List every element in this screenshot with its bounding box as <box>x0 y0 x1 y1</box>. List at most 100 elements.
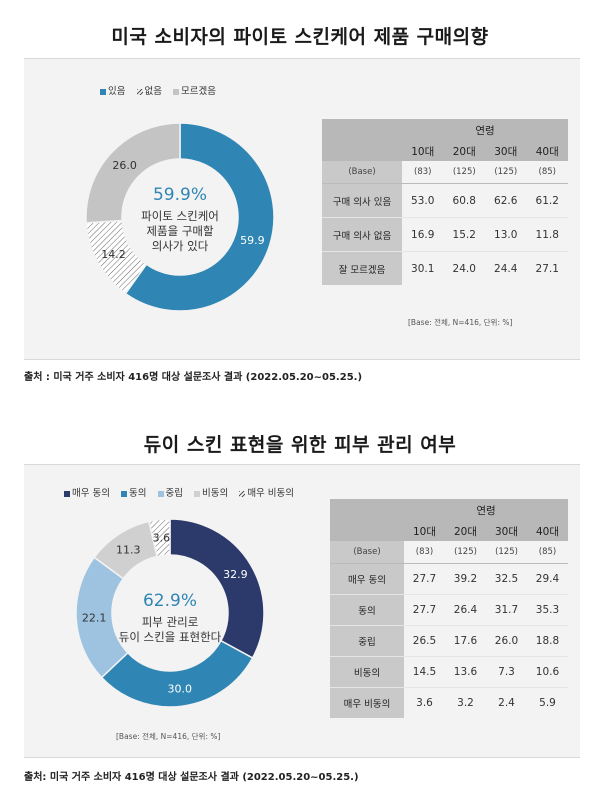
table-cell: 26.4 <box>445 594 486 626</box>
legend-swatch-neutral <box>157 490 164 497</box>
table-row: 구매 의사 있음 53.0 60.8 62.6 61.2 <box>322 183 568 218</box>
legend-label-dontknow: 모르겠음 <box>181 86 216 97</box>
legend-item-agree: 동의 <box>121 485 147 499</box>
table-base-label: (Base) <box>322 161 402 184</box>
section2-center-text: 62.9% 피부 관리로 듀이 스킨을 표현한다 <box>100 591 240 645</box>
section2-center-desc-line: 듀이 스킨을 표현한다 <box>118 630 222 644</box>
legend-item-dontknow: 모르겠음 <box>173 83 216 97</box>
table-base-cell: (125) <box>443 161 485 184</box>
table-cell: 2.4 <box>486 687 527 718</box>
table-cell: 30.1 <box>402 251 444 285</box>
table-cell: 62.6 <box>494 194 518 207</box>
donut-slice-dont-know <box>85 122 181 224</box>
table-column-header: 40대 <box>535 525 560 538</box>
table-base-cell: (83) <box>404 541 445 564</box>
legend-item-neutral: 중립 <box>157 485 184 499</box>
table-cell: 26.5 <box>404 625 445 657</box>
table-row: 매우 비동의 3.6 3.2 2.4 5.9 <box>330 687 568 718</box>
legend-swatch-dontknow <box>173 88 180 95</box>
section1-center-desc: 파이토 스킨케어 제품을 구매할 의사가 있다 <box>114 209 246 254</box>
donut-label-strongly-disagree: 3.6 <box>153 531 171 544</box>
legend-label-strongly-disagree: 매우 비동의 <box>247 488 295 499</box>
table-cell: 5.9 <box>527 687 568 718</box>
legend-swatch-agree <box>121 490 128 497</box>
section2-title: 듀이 스킨 표현을 위한 피부 관리 여부 <box>143 434 457 456</box>
table-base-cell: (125) <box>445 541 486 564</box>
table-cell: 11.8 <box>526 217 568 252</box>
section1-legend: 있음 없음 모르겠음 <box>100 83 224 97</box>
table-cell: 53.0 <box>411 194 435 207</box>
legend-item-yes: 있음 <box>100 83 125 97</box>
legend-item-disagree: 비동의 <box>194 485 228 499</box>
legend-item-strongly-agree: 매우 동의 <box>64 485 110 499</box>
legend-label-neutral: 중립 <box>165 488 184 499</box>
section1-note: [Base: 전체, N=416, 단위: %] <box>408 318 513 327</box>
table-cell: 10.6 <box>527 656 568 688</box>
table-base-label: (Base) <box>330 541 404 564</box>
section2-source: 출처: 미국 거주 소비자 416명 대상 설문조사 결과 (2022.05.2… <box>24 772 359 783</box>
legend-label-no: 없음 <box>144 86 162 97</box>
table-cell: 39.2 <box>453 573 478 585</box>
section1-source: 출처 : 미국 거주 소비자 416명 대상 설문조사 결과 (2022.05.… <box>24 372 363 383</box>
section1-center-desc-line: 제품을 구매할 <box>146 224 214 238</box>
donut-label-yes: 59.9 <box>240 234 265 247</box>
donut-slice-strongly-agree <box>169 518 265 659</box>
table-row-label: 구매 의사 없음 <box>322 217 402 252</box>
table-row: 동의 27.7 26.4 31.7 35.3 <box>330 594 568 626</box>
table-header-row: 연령 <box>330 499 568 541</box>
legend-swatch-strongly-disagree <box>239 490 246 497</box>
table-cell: 60.8 <box>452 194 476 207</box>
section1-data-table: 연령 10대 20대 30대 40대 (Base) (83) (125) (12… <box>322 119 568 285</box>
table-cell: 15.2 <box>443 217 485 252</box>
section2-center-desc: 피부 관리로 듀이 스킨을 표현한다 <box>100 615 240 645</box>
table-cell: 35.3 <box>527 594 568 626</box>
table-cell: 29.4 <box>535 573 560 585</box>
section2-panel: 매우 동의 동의 중립 비동의 매우 비동의 32.9 30.0 22.1 11.3 3… <box>24 464 580 758</box>
donut-label-disagree: 11.3 <box>116 544 140 557</box>
donut-label-dont-know: 26.0 <box>112 159 137 172</box>
table-cell: 27.7 <box>412 573 437 585</box>
donut-slice-strongly-disagree <box>147 518 171 558</box>
section2-data-table: 연령 10대 20대 30대 40대 (Base) (83) (125) (12… <box>330 499 568 718</box>
donut-label-neutral: 22.1 <box>82 612 107 625</box>
donut-slice-yes <box>124 122 275 312</box>
legend-label-agree: 동의 <box>129 488 147 499</box>
legend-label-strongly-agree: 매우 동의 <box>72 488 110 499</box>
table-cell: 31.7 <box>486 594 527 626</box>
table-row: 비동의 14.5 13.6 7.3 10.6 <box>330 656 568 688</box>
table-row: 잘 모르겠음 30.1 24.0 24.4 27.1 <box>322 251 568 285</box>
legend-swatch-no <box>136 88 143 95</box>
section1-title: 미국 소비자의 파이토 스킨케어 제품 구매의향 <box>111 26 489 48</box>
table-cell: 13.6 <box>445 656 486 688</box>
section2-note: [Base: 전체, N=416, 단위: %] <box>116 732 221 741</box>
table-cell: 17.6 <box>445 625 486 657</box>
table-row-label: 매우 비동의 <box>330 687 404 718</box>
table-row: 구매 의사 없음 16.9 15.2 13.0 11.8 <box>322 217 568 252</box>
table-cell: 13.0 <box>485 217 527 252</box>
donut-label-strongly-agree: 32.9 <box>223 568 248 581</box>
section1-center-desc-line: 의사가 있다 <box>151 239 209 253</box>
table-row-label: 중립 <box>330 625 404 657</box>
table-column-header: 30대 <box>494 525 519 538</box>
section1-donut-chart: 59.9 14.2 26.0 <box>85 122 275 312</box>
table-row-label: 구매 의사 있음 <box>322 183 402 218</box>
section1-center-pct: 59.9% <box>152 185 207 205</box>
section1-center-text: 59.9% 파이토 스킨케어 제품을 구매할 의사가 있다 <box>114 185 246 254</box>
table-row: 중립 26.5 17.6 26.0 18.8 <box>330 625 568 657</box>
table-base-cell: (125) <box>486 541 527 564</box>
table-corner-cell <box>322 119 402 161</box>
table-cell: 18.8 <box>527 625 568 657</box>
table-cell: 27.1 <box>526 251 568 285</box>
table-base-cell: (125) <box>485 161 527 184</box>
table-column-header: 20대 <box>453 525 478 538</box>
table-column-header: 30대 <box>494 145 518 158</box>
donut-label-no: 14.2 <box>101 248 126 261</box>
section2-donut-chart: 32.9 30.0 22.1 11.3 3.6 <box>75 518 265 708</box>
legend-label-disagree: 비동의 <box>202 488 229 499</box>
table-cell: 3.6 <box>404 687 445 718</box>
table-column-header: 40대 <box>535 145 559 158</box>
table-header-row: 연령 <box>322 119 568 161</box>
table-base-row: (Base) (83) (125) (125) (85) <box>330 541 568 564</box>
section2-legend: 매우 동의 동의 중립 비동의 매우 비동의 <box>64 485 302 499</box>
legend-swatch-yes <box>100 88 106 95</box>
